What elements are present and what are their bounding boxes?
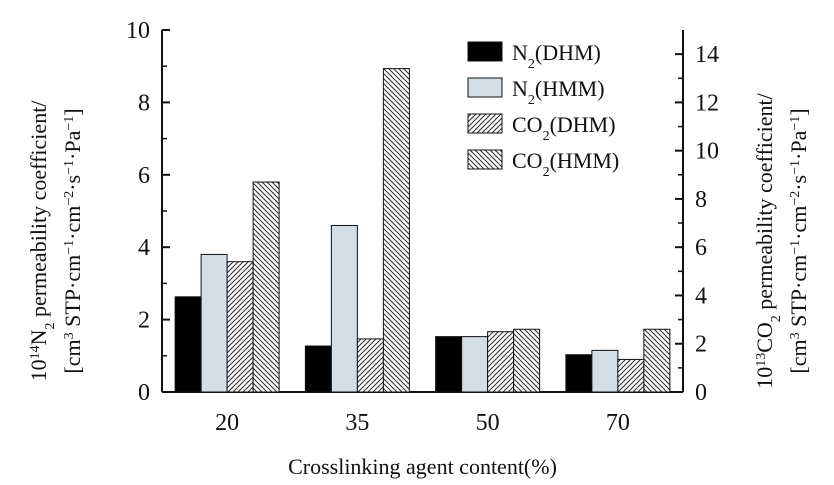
legend-swatch [467, 149, 503, 170]
bar [591, 349, 619, 393]
x-tick-label: 20 [215, 410, 239, 436]
left-y-tick-label: 2 [138, 308, 150, 334]
legend-label: N2(DHM) [512, 40, 601, 72]
right-y-tick-label: 0 [695, 380, 707, 406]
bar [617, 358, 645, 393]
bar [487, 331, 515, 393]
bar [200, 253, 228, 393]
right-y-tick-label: 12 [695, 90, 719, 116]
legend-swatch [467, 77, 503, 98]
bar [461, 336, 489, 393]
right-y-axis-label-line1: 1013CO2 permeability coefficient/ [752, 92, 784, 388]
left-y-tick-label: 10 [126, 18, 150, 44]
bar [304, 345, 332, 393]
x-tick-label: 35 [345, 410, 369, 436]
bar [174, 296, 202, 393]
legend-label: CO2(DHM) [512, 112, 616, 144]
bar [643, 328, 671, 393]
legend-label: N2(HMM) [512, 76, 605, 108]
legend-swatch [467, 113, 503, 134]
bar [382, 68, 410, 393]
bar [513, 328, 541, 393]
bar [435, 336, 463, 393]
left-y-axis-label-line1: 1014N2 permeability coefficient/ [26, 100, 58, 382]
left-y-tick-label: 6 [138, 163, 150, 189]
x-tick-label: 70 [606, 410, 630, 436]
right-y-tick-label: 6 [695, 235, 707, 261]
bar [252, 181, 280, 393]
bar [356, 338, 384, 393]
left-y-axis-label-line2: [cm3 STP·cm−1·cm−2·s−1·Pa−1] [60, 108, 85, 373]
bar [226, 261, 254, 393]
x-axis-label: Crosslinking agent content(%) [288, 454, 557, 479]
right-y-tick-label: 4 [695, 283, 707, 309]
legend-label: CO2(HMM) [512, 148, 619, 180]
right-y-tick-label: 14 [695, 42, 719, 68]
left-y-tick-label: 8 [138, 90, 150, 116]
bar [330, 224, 358, 393]
right-y-tick-label: 10 [695, 139, 719, 165]
bar [565, 354, 593, 393]
right-y-tick-label: 8 [695, 187, 707, 213]
left-y-tick-label: 0 [138, 380, 150, 406]
x-tick-label: 50 [476, 410, 500, 436]
right-y-axis-label-line2: [cm3 STP·cm−1·cm−2·s−1·Pa−1] [786, 108, 811, 373]
right-y-tick-label: 2 [695, 332, 707, 358]
legend-swatch [467, 41, 503, 62]
left-y-tick-label: 4 [138, 235, 150, 261]
